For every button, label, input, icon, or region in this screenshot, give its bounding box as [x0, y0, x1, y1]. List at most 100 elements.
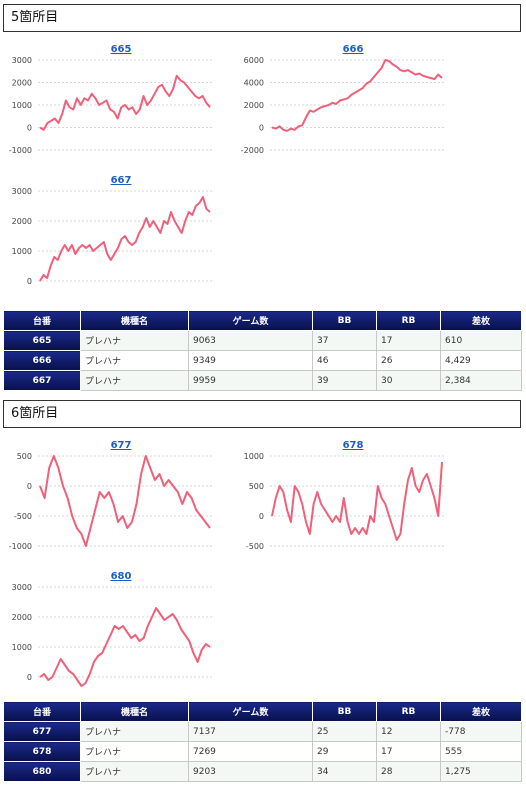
y-tick-label: 4000 — [244, 79, 264, 88]
header-games: ゲーム数 — [188, 310, 313, 331]
table-row: 678 プレハナ 7269 29 17 555 — [3, 741, 522, 762]
graph-677: 677 -1000 -500 0 500 — [9, 440, 212, 551]
chart-title-link[interactable]: 678 — [343, 440, 364, 451]
y-tick-label: -500 — [14, 512, 32, 521]
game-count: 9063 — [188, 330, 313, 351]
y-tick-label: 1000 — [12, 101, 32, 110]
graph-678: 678 -500 0 500 1000 — [244, 440, 444, 551]
bb-count: 25 — [312, 721, 377, 742]
diff-value: 2,384 — [440, 370, 522, 391]
machine-number[interactable]: 667 — [3, 370, 81, 391]
section-5-header: 5箇所目 — [3, 4, 521, 32]
graph-667: 667 0 1000 2000 3000 — [12, 175, 212, 286]
header-model: 機種名 — [80, 701, 189, 722]
section-title: 5箇所目 — [11, 10, 59, 25]
machine-number[interactable]: 665 — [3, 330, 81, 351]
table-row: 680 プレハナ 9203 34 28 1,275 — [3, 761, 522, 782]
model-name: プレハナ — [80, 741, 189, 762]
y-tick-label: 0 — [259, 124, 264, 133]
table-row: 665 プレハナ 9063 37 17 610 — [3, 330, 522, 351]
diff-value: 610 — [440, 330, 522, 351]
y-tick-label: 500 — [17, 452, 32, 461]
model-name: プレハナ — [80, 370, 189, 391]
chart-title-link[interactable]: 667 — [111, 175, 132, 186]
series-line — [271, 461, 443, 541]
y-tick-label: 2000 — [12, 79, 32, 88]
series-line — [39, 74, 211, 131]
graph-665: 665 -1000 0 1000 2000 3000 — [9, 44, 212, 155]
rb-count: 28 — [376, 761, 441, 782]
y-tick-label: 3000 — [12, 56, 32, 65]
chart-title-link[interactable]: 680 — [111, 571, 132, 582]
y-tick-label: 0 — [27, 124, 32, 133]
rb-count: 30 — [376, 370, 441, 391]
diff-value: 555 — [440, 741, 522, 762]
bb-count: 34 — [312, 761, 377, 782]
series-line — [39, 455, 211, 547]
bb-count: 29 — [312, 741, 377, 762]
table-row: 677 プレハナ 7137 25 12 -778 — [3, 721, 522, 742]
header-no: 台番 — [3, 701, 81, 722]
series-line — [39, 607, 211, 687]
rb-count: 17 — [376, 741, 441, 762]
y-tick-label: 0 — [259, 512, 264, 521]
y-tick-label: 6000 — [244, 56, 264, 65]
table-header-row: 台番 機種名 ゲーム数 BB RB 差枚 — [3, 701, 522, 722]
y-tick-label: 1000 — [12, 643, 32, 652]
machine-number[interactable]: 666 — [3, 350, 81, 371]
section-5-table: 台番 機種名 ゲーム数 BB RB 差枚 665 プレハナ 9063 37 17… — [3, 310, 522, 391]
y-tick-label: 2000 — [244, 101, 264, 110]
header-bb: BB — [312, 701, 377, 722]
game-count: 9203 — [188, 761, 313, 782]
header-rb: RB — [376, 310, 441, 331]
machine-number[interactable]: 680 — [3, 761, 81, 782]
model-name: プレハナ — [80, 350, 189, 371]
section-title: 6箇所目 — [11, 406, 59, 421]
y-tick-label: 3000 — [12, 583, 32, 592]
y-tick-label: -2000 — [241, 146, 264, 155]
game-count: 7137 — [188, 721, 313, 742]
header-bb: BB — [312, 310, 377, 331]
game-count: 9349 — [188, 350, 313, 371]
table-row: 666 プレハナ 9349 46 26 4,429 — [3, 350, 522, 371]
y-tick-label: 2000 — [12, 613, 32, 622]
y-tick-label: 3000 — [12, 187, 32, 196]
y-tick-label: 1000 — [244, 452, 264, 461]
section-6-header: 6箇所目 — [3, 400, 521, 428]
y-tick-label: 1000 — [12, 247, 32, 256]
header-games: ゲーム数 — [188, 701, 313, 722]
series-line — [271, 59, 443, 132]
graph-680: 680 0 1000 2000 3000 — [12, 571, 212, 687]
y-tick-label: 2000 — [12, 217, 32, 226]
series-line — [39, 196, 211, 282]
y-tick-label: -1000 — [9, 146, 32, 155]
model-name: プレハナ — [80, 721, 189, 742]
y-tick-label: 500 — [249, 482, 264, 491]
rb-count: 12 — [376, 721, 441, 742]
model-name: プレハナ — [80, 761, 189, 782]
graph-666: 666 -2000 0 2000 4000 6000 — [241, 44, 444, 155]
y-tick-label: -1000 — [9, 542, 32, 551]
machine-number[interactable]: 678 — [3, 741, 81, 762]
chart-title-link[interactable]: 665 — [111, 44, 132, 55]
y-tick-label: 0 — [27, 277, 32, 286]
header-no: 台番 — [3, 310, 81, 331]
rb-count: 26 — [376, 350, 441, 371]
bb-count: 39 — [312, 370, 377, 391]
chart-title-link[interactable]: 677 — [111, 440, 132, 451]
section-6-table: 台番 機種名 ゲーム数 BB RB 差枚 677 プレハナ 7137 25 12… — [3, 701, 522, 782]
diff-value: -778 — [440, 721, 522, 742]
rb-count: 17 — [376, 330, 441, 351]
y-tick-label: -500 — [246, 542, 264, 551]
header-rb: RB — [376, 701, 441, 722]
diff-value: 1,275 — [440, 761, 522, 782]
game-count: 9959 — [188, 370, 313, 391]
diff-value: 4,429 — [440, 350, 522, 371]
y-tick-label: 0 — [27, 482, 32, 491]
machine-number[interactable]: 677 — [3, 721, 81, 742]
table-header-row: 台番 機種名 ゲーム数 BB RB 差枚 — [3, 310, 522, 331]
header-diff: 差枚 — [440, 701, 522, 722]
chart-title-link[interactable]: 666 — [343, 44, 364, 55]
table-row: 667 プレハナ 9959 39 30 2,384 — [3, 370, 522, 391]
bb-count: 46 — [312, 350, 377, 371]
